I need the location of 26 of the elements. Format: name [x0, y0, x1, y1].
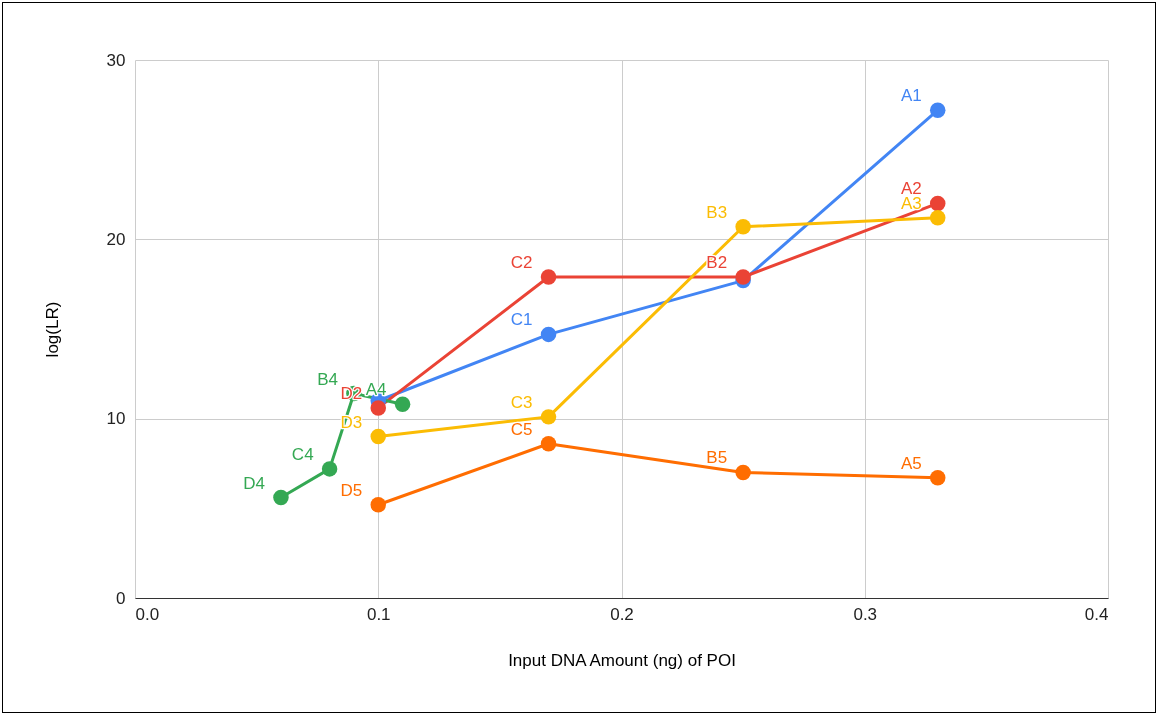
x-tick-label: 0.0: [135, 604, 160, 624]
y-tick-label: 20: [106, 229, 126, 249]
y-tick-label: 0: [116, 588, 126, 608]
y-tick-label: 10: [106, 409, 126, 429]
annotation: D4: [243, 473, 265, 493]
x-tick-label: 0.3: [853, 604, 878, 624]
annotation: B3: [706, 202, 728, 222]
annotation: C1: [510, 310, 533, 330]
annotation: A1: [900, 86, 922, 106]
annotation: A4: [365, 380, 387, 400]
x-tick-label: 0.4: [1084, 604, 1109, 624]
x-tick-label: 0.1: [366, 604, 391, 624]
annotation: C4: [291, 444, 314, 464]
annotation: A5: [900, 453, 922, 473]
annotation: B2: [706, 252, 728, 272]
annotation: B4: [317, 369, 338, 389]
annotation: A3: [900, 193, 922, 213]
y-tick-label: 30: [106, 50, 126, 70]
annotation: C3: [510, 392, 533, 412]
x-tick-label: 0.2: [610, 604, 634, 624]
x-axis-title: Input DNA Amount (ng) of POI: [508, 650, 736, 670]
annotation: C5: [510, 419, 533, 439]
annotation: C2: [510, 252, 533, 272]
annotation: B5: [706, 448, 728, 468]
annotation: D5: [340, 480, 363, 500]
y-axis-title: log(LR): [42, 301, 62, 358]
